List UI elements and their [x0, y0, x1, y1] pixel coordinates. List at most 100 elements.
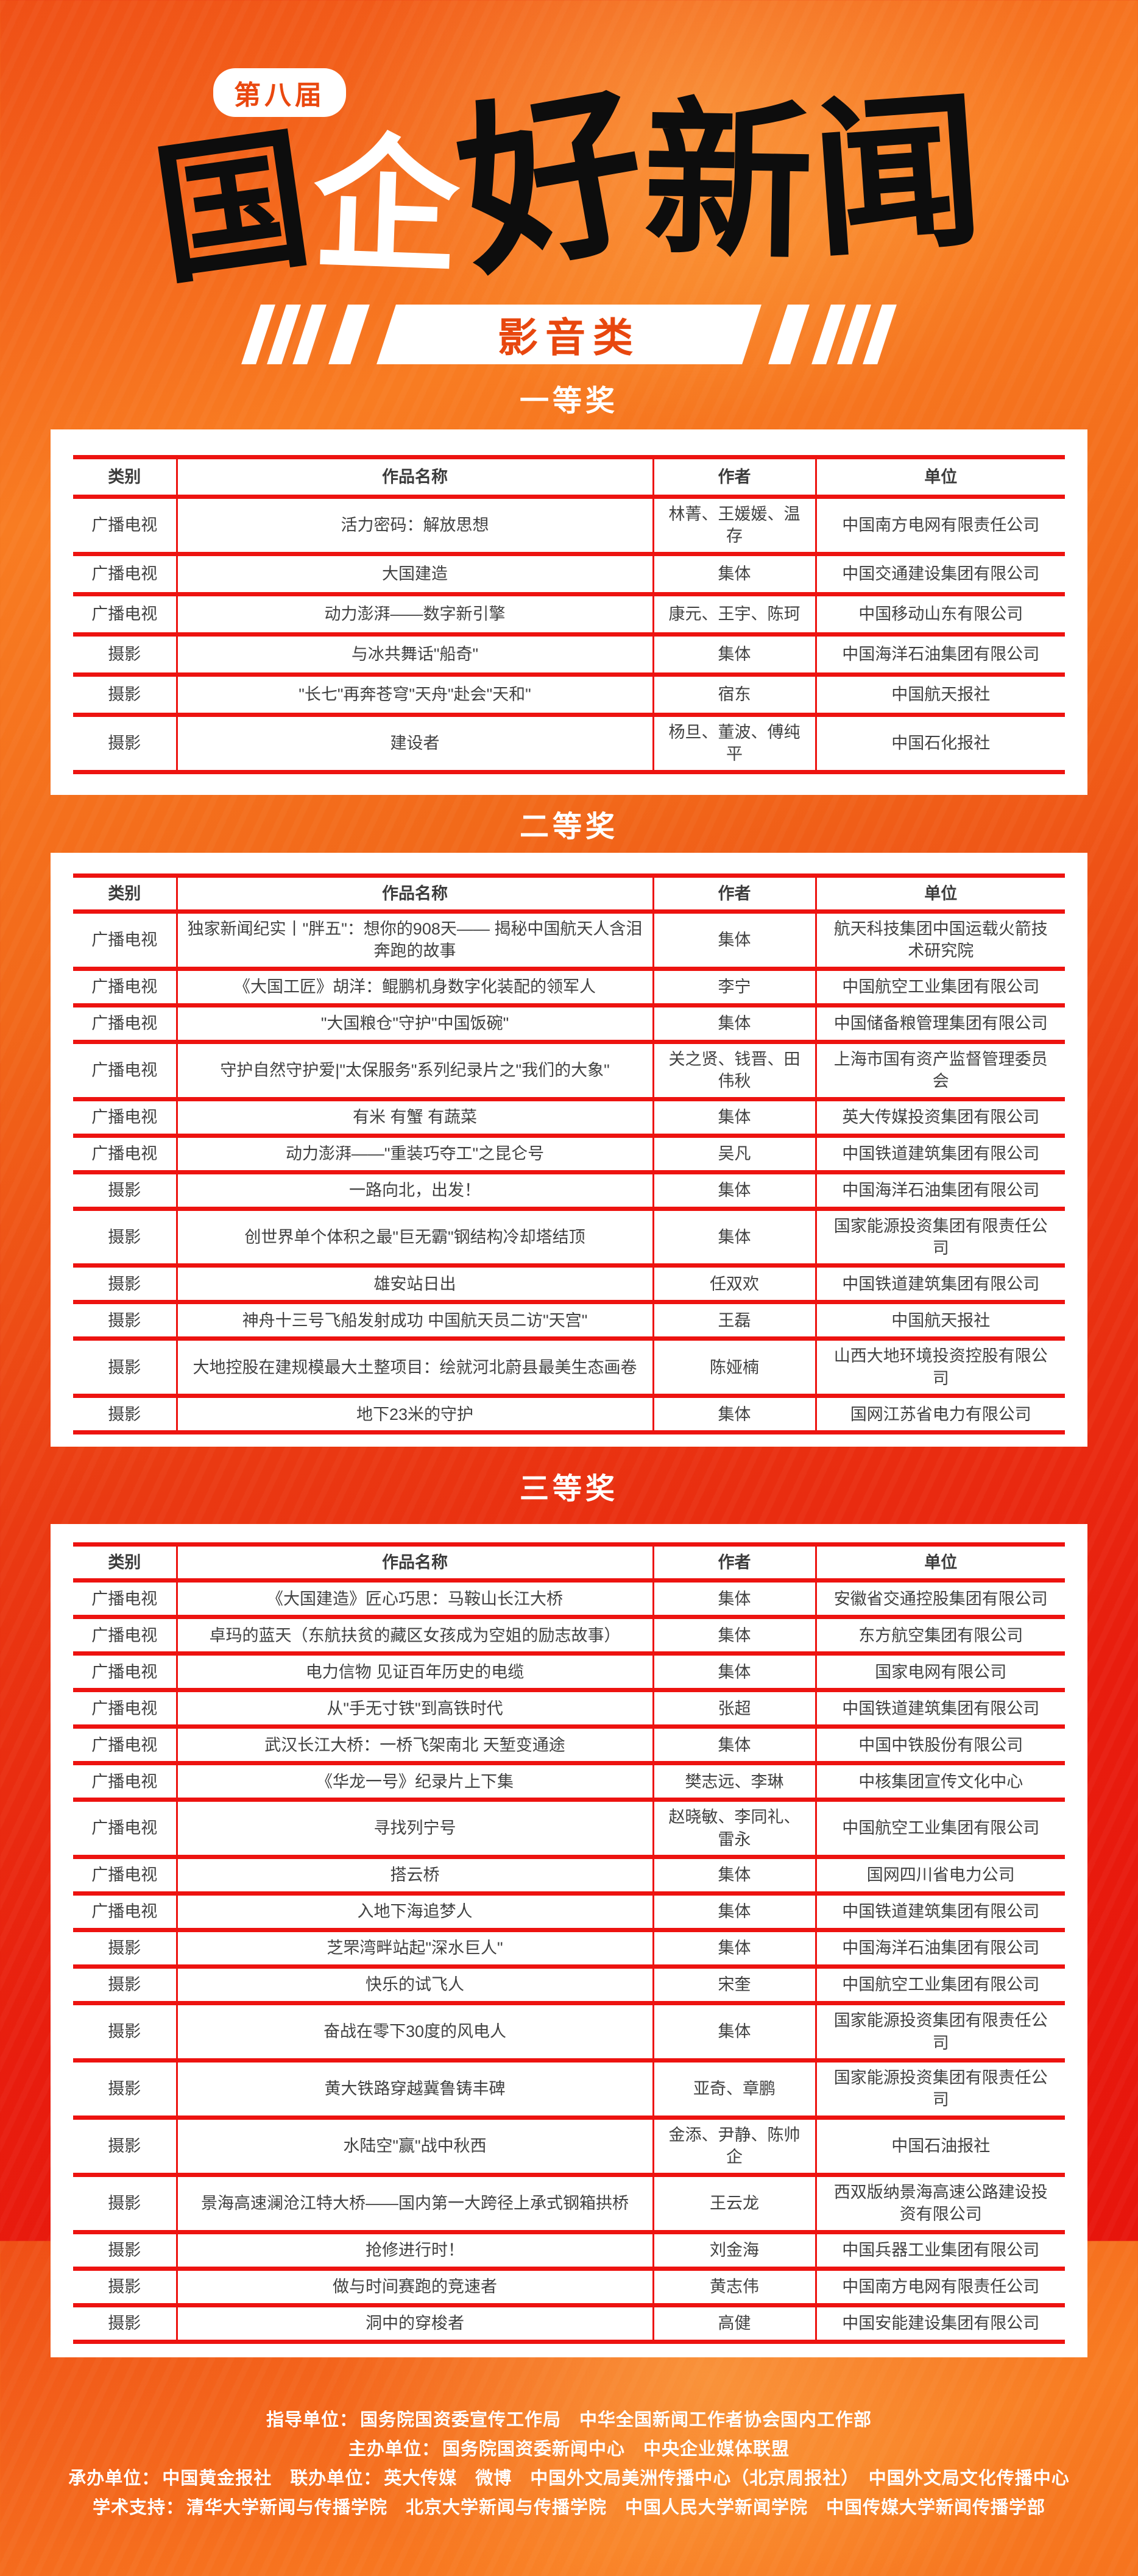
footer-line: 承办单位： 中国黄金报社 联办单位： 英大传媒 微博 中国外文局美洲传播中心（北京周报…: [0, 2468, 1138, 2489]
cell-author: 亚奇、章鹏: [652, 2060, 816, 2120]
footer-text: 国务院国资委宣传工作局 中华全国新闻工作者协会国内工作部: [360, 2410, 872, 2430]
footer-segment: 指导单位： 国务院国资委宣传工作局 中华全国新闻工作者协会国内工作部: [266, 2410, 872, 2430]
cell-author: 李宁: [652, 969, 816, 1007]
cell-title: 做与时间赛跑的竞速者: [175, 2268, 653, 2307]
footer-line: 指导单位： 国务院国资委宣传工作局 中华全国新闻工作者协会国内工作部: [0, 2410, 1138, 2430]
cell-category: 广播电视: [73, 1042, 177, 1101]
cell-title: 雄安站日出: [175, 1265, 653, 1305]
cell-category: 广播电视: [73, 1763, 177, 1802]
table-row: 摄影 芝罘湾畔站起"深水巨人" 集体 中国海洋石油集团有限公司: [73, 1930, 1065, 1969]
title-char: 闻: [806, 78, 989, 278]
column-header: 单位: [815, 873, 1065, 914]
cell-category: 摄影: [73, 2003, 177, 2063]
award-table-host: 类别 作品名称 作者 单位 广播电视 《大国建造》匠心巧思：马鞍山长江大桥 集体 安徽省交通控…: [51, 1542, 1087, 2344]
cell-title: 活力密码：解放思想: [175, 496, 653, 556]
cell-author: 集体: [652, 1172, 816, 1211]
cell-org: 西双版纳景海高速公路建设投资有限公司: [815, 2175, 1065, 2234]
cell-category: 广播电视: [73, 594, 177, 637]
column-header: 单位: [815, 455, 1065, 499]
table-row: 摄影 快乐的试飞人 宋奎 中国航空工业集团有限公司: [73, 1966, 1065, 2006]
cell-category: 摄影: [73, 1396, 177, 1435]
poster-footer: 指导单位： 国务院国资委宣传工作局 中华全国新闻工作者协会国内工作部 主办单位： 国务…: [0, 2357, 1138, 2576]
cell-author: 集体: [652, 2003, 816, 2063]
cell-author: 任双欢: [652, 1265, 816, 1305]
column-header: 类别: [73, 873, 177, 914]
table-row: 摄影 奋战在零下30度的风电人 集体 国家能源投资集团有限责任公司: [73, 2003, 1065, 2063]
cell-title: "大国粮仓"守护"中国饭碗": [175, 1005, 653, 1044]
cell-category: 摄影: [73, 2060, 177, 2120]
edition-badge: 第八届: [213, 68, 346, 117]
footer-segment: 学术支持： 清华大学新闻与传播学院 北京大学新闻与传播学院 中国人民大学新闻学院 …: [93, 2498, 1045, 2518]
cell-title: 黄大铁路穿越冀鲁铸丰碑: [175, 2060, 653, 2120]
cell-title: 抢修进行时！: [175, 2232, 653, 2271]
cell-title: 卓玛的蓝天（东航扶贫的藏区女孩成为空姐的励志故事）: [175, 1617, 653, 1656]
table-row: 摄影 一路向北，出发！ 集体 中国海洋石油集团有限公司: [73, 1172, 1065, 1211]
cell-category: 广播电视: [73, 496, 177, 556]
header-row: 类别 作品名称 作者 单位: [73, 1542, 1065, 1583]
footer-segment: 承办单位： 中国黄金报社: [68, 2469, 272, 2488]
footer-text: 国务院国资委新闻中心 中央企业媒体联盟: [442, 2439, 790, 2459]
header-row: 类别 作品名称 作者 单位: [73, 455, 1065, 499]
cell-title: 景海高速澜沧江特大桥——国内第一大跨径上承式钢箱拱桥: [175, 2175, 653, 2234]
table-row: 摄影 黄大铁路穿越冀鲁铸丰碑 亚奇、章鹏 国家能源投资集团有限责任公司: [73, 2060, 1065, 2120]
cell-title: 洞中的穿梭者: [175, 2305, 653, 2344]
cell-category: 广播电视: [73, 1799, 177, 1860]
column-header: 作品名称: [175, 873, 653, 914]
column-header: 类别: [73, 455, 177, 499]
cell-category: 摄影: [73, 2305, 177, 2344]
cell-author: 集体: [652, 634, 816, 677]
column-header: 作者: [652, 873, 816, 914]
cell-org: 东方航空集团有限公司: [815, 1617, 1065, 1656]
cell-title: 动力澎湃——"重装巧夺工"之昆仑号: [175, 1135, 653, 1174]
cell-title: 水陆空"赢"战中秋西: [175, 2117, 653, 2177]
cell-category: 摄影: [73, 1966, 177, 2006]
cell-org: 中国海洋石油集团有限公司: [815, 1172, 1065, 1211]
cell-category: 广播电视: [73, 554, 177, 596]
footer-label: 联办单位：: [290, 2468, 382, 2488]
cell-title: 创世界单个体积之最"巨无霸"钢结构冷却塔结顶: [175, 1209, 653, 1268]
cell-title: "长七"再奔苍穹"天舟"赴会"天和": [175, 674, 653, 717]
award-table: 类别 作品名称 作者 单位 广播电视 《大国建造》匠心巧思：马鞍山长江大桥 集体 安徽省交通控…: [73, 1542, 1065, 2344]
table-row: 广播电视 入地下海追梦人 集体 中国铁道建筑集团有限公司: [73, 1893, 1065, 1933]
table-row: 摄影 神舟十三号飞船发射成功 中国航天员二访"天宫" 王磊 中国航天报社: [73, 1302, 1065, 1341]
cell-author: 宿东: [652, 674, 816, 717]
cell-org: 中国海洋石油集团有限公司: [815, 634, 1065, 677]
column-header: 作品名称: [175, 455, 653, 499]
title-char: 好: [444, 68, 660, 299]
cell-category: 摄影: [73, 2117, 177, 2177]
table-row: 广播电视 电力信物 见证百年历史的电缆 集体 国家电网有限公司: [73, 1653, 1065, 1693]
title-char: 国: [146, 115, 320, 304]
cell-author: 王云龙: [652, 2175, 816, 2234]
cell-org: 中国航空工业集团有限公司: [815, 1799, 1065, 1860]
cell-org: 中国铁道建筑集团有限公司: [815, 1265, 1065, 1305]
cell-title: 《大国工匠》胡洋：鲲鹏机身数字化装配的领军人: [175, 969, 653, 1007]
footer-label: 主办单位：: [348, 2439, 440, 2459]
cell-title: 芝罘湾畔站起"深水巨人": [175, 1930, 653, 1969]
table-row: 摄影 大地控股在建规模最大土整项目：绘就河北蔚县最美生态画卷 陈娅楠 山西大地环境投资…: [73, 1338, 1065, 1399]
cell-org: 中国航空工业集团有限公司: [815, 1966, 1065, 2006]
cell-category: 摄影: [73, 2175, 177, 2234]
column-header: 作者: [652, 455, 816, 499]
cell-category: 摄影: [73, 1302, 177, 1341]
footer-segment: 主办单位： 国务院国资委新闻中心 中央企业媒体联盟: [348, 2440, 790, 2459]
cell-org: 中国储备粮管理集团有限公司: [815, 1005, 1065, 1044]
table-row: 广播电视 《华龙一号》纪录片上下集 樊志远、李琳 中核集团宣传文化中心: [73, 1763, 1065, 1802]
footer-label: 指导单位：: [266, 2410, 358, 2430]
cell-org: 中国交通建设集团有限公司: [815, 554, 1065, 596]
footer-text: 清华大学新闻与传播学院 北京大学新闻与传播学院 中国人民大学新闻学院 中国传媒大…: [186, 2497, 1046, 2518]
cell-org: 国家电网有限公司: [815, 1653, 1065, 1693]
cell-category: 摄影: [73, 674, 177, 717]
section-title-third-prize: 三等奖: [519, 1472, 618, 1505]
cell-org: 英大传媒投资集团有限公司: [815, 1099, 1065, 1138]
table-row: 摄影 创世界单个体积之最"巨无霸"钢结构冷却塔结顶 集体 国家能源投资集团有限责任公司: [73, 1209, 1065, 1268]
table-row: 广播电视 搭云桥 集体 国网四川省电力公司: [73, 1857, 1065, 1896]
award-table: 类别 作品名称 作者 单位 广播电视 独家新闻纪实丨"胖五"：想你的908天—— 揭秘中国…: [73, 873, 1065, 1435]
column-header: 作品名称: [175, 1542, 653, 1583]
award-panel-second-prize: 类别 作品名称 作者 单位 广播电视 独家新闻纪实丨"胖五"：想你的908天—— 揭秘中国…: [51, 852, 1087, 1447]
cell-author: 金添、尹静、陈帅企: [652, 2117, 816, 2177]
cell-org: 国家能源投资集团有限责任公司: [815, 1209, 1065, 1268]
footer-line: 主办单位： 国务院国资委新闻中心 中央企业媒体联盟: [0, 2439, 1138, 2460]
column-header: 作者: [652, 1542, 816, 1583]
cell-author: 张超: [652, 1690, 816, 1729]
table-row: 广播电视 活力密码：解放思想 林菁、王媛媛、温存 中国南方电网有限责任公司: [73, 496, 1065, 556]
